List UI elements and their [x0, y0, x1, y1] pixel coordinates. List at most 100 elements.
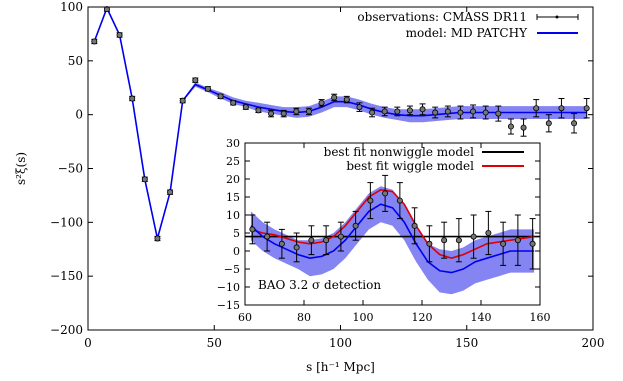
main-data-point [331, 93, 338, 102]
main-data-point [406, 105, 413, 116]
inset-point-marker [323, 237, 330, 244]
main-data-point [305, 107, 312, 116]
inset-point-marker [470, 233, 477, 240]
main-point-marker [520, 124, 527, 131]
main-data-point [356, 102, 363, 112]
inset-data-point [485, 210, 492, 256]
main-point-marker [91, 38, 98, 45]
main-y-tick-label: −200 [50, 323, 83, 337]
inset-plot-frame [244, 142, 541, 306]
main-data-point [432, 106, 439, 119]
main-data-point [507, 118, 514, 135]
inset-point-marker [293, 244, 300, 251]
main-point-marker [356, 104, 363, 111]
inset-y-tick-label: 0 [233, 245, 240, 258]
main-data-point [470, 104, 477, 119]
inset-data-point [382, 174, 389, 212]
main-data-point [318, 99, 325, 107]
main-data-point [545, 114, 552, 133]
inset-point-marker [396, 197, 403, 204]
main-data-point [268, 109, 275, 118]
main-data-point [583, 98, 590, 119]
inset-point-marker [367, 197, 374, 204]
main-y-tick-label: −100 [50, 215, 83, 229]
inset-x-tick-label: 160 [530, 311, 551, 324]
main-x-tick-label: 200 [582, 336, 605, 350]
inset-point-marker [382, 190, 389, 197]
main-point-marker [255, 107, 262, 114]
main-point-marker [230, 99, 237, 106]
main-point-marker [318, 99, 325, 106]
main-data-point [217, 93, 224, 100]
main-point-marker [280, 110, 287, 117]
inset-y-tick-label: −10 [217, 281, 240, 294]
main-point-marker [141, 176, 148, 183]
inset-data-point [367, 182, 374, 220]
main-data-point [192, 77, 199, 84]
inset-data-point [441, 221, 448, 259]
main-point-marker [129, 95, 136, 102]
main-data-point [167, 189, 174, 196]
main-point-marker [343, 96, 350, 103]
main-legend: observations: CMASS DR11 model: MD PATCHY [357, 10, 579, 40]
main-point-marker [457, 109, 464, 116]
inset-point-marker [529, 240, 536, 247]
inset-y-tick-label: 5 [233, 227, 240, 240]
main-point-marker [571, 120, 578, 127]
inset-point-marker [441, 237, 448, 244]
main-point-marker [179, 97, 186, 104]
inset-data-point [264, 221, 271, 252]
inset-data-point [249, 214, 256, 245]
main-point-marker [419, 106, 426, 113]
main-y-tick-label: 0 [75, 108, 83, 122]
inset-model-band-2 [250, 186, 535, 295]
main-point-marker [217, 93, 224, 100]
inset-y-tick-label: 30 [226, 137, 240, 150]
main-x-tick-label: 0 [84, 336, 92, 350]
main-point-marker [583, 105, 590, 112]
main-point-marker [331, 94, 338, 101]
inset-point-marker [411, 222, 418, 229]
main-x-tick-label: 50 [207, 336, 222, 350]
main-data-point [91, 38, 98, 45]
main-point-marker [305, 108, 312, 115]
main-point-marker [432, 109, 439, 116]
main-data-point [230, 99, 237, 106]
main-point-marker [507, 123, 514, 130]
inset-y-tick-label: 20 [226, 173, 240, 186]
inset-x-tick-label: 100 [353, 311, 374, 324]
inset-chart: 60 80 100 120 140 160 30 25 20 15 10 5 0 −5 −10 −15 best… [217, 137, 551, 324]
inset-series-line-2 [250, 203, 535, 274]
main-y-tick-label: 50 [68, 54, 83, 68]
main-data-point [154, 235, 161, 242]
main-data-point [242, 104, 249, 111]
main-point-marker [394, 108, 401, 115]
legend-entry-label: observations: CMASS DR11 [357, 10, 527, 24]
main-data-point [419, 103, 426, 116]
main-data-point [533, 99, 540, 118]
main-y-tick-label: 100 [60, 0, 83, 14]
main-data-point [129, 95, 136, 102]
main-point-marker [558, 105, 565, 112]
main-point-marker [482, 109, 489, 116]
main-point-marker [495, 110, 502, 117]
main-data-point [394, 106, 401, 117]
inset-point-marker [514, 237, 521, 244]
main-point-marker [167, 189, 174, 196]
main-data-point [204, 85, 211, 92]
main-point-marker [470, 108, 477, 115]
inset-point-marker [308, 237, 315, 244]
y-axis-title: s²ξ(s) [14, 152, 28, 185]
inset-y-tick-label: −15 [217, 299, 240, 312]
detection-annotation: BAO 3.2 σ detection [258, 278, 381, 292]
main-point-marker [116, 31, 123, 38]
inset-series-line-1 [250, 188, 535, 260]
x-axis-title: s [h⁻¹ Mpc] [306, 360, 375, 374]
inset-x-tick-label: 140 [471, 311, 492, 324]
main-data-point [179, 97, 186, 104]
main-x-tick-label: 100 [329, 336, 352, 350]
inset-point-marker [352, 222, 359, 229]
inset-data-point [278, 228, 285, 259]
